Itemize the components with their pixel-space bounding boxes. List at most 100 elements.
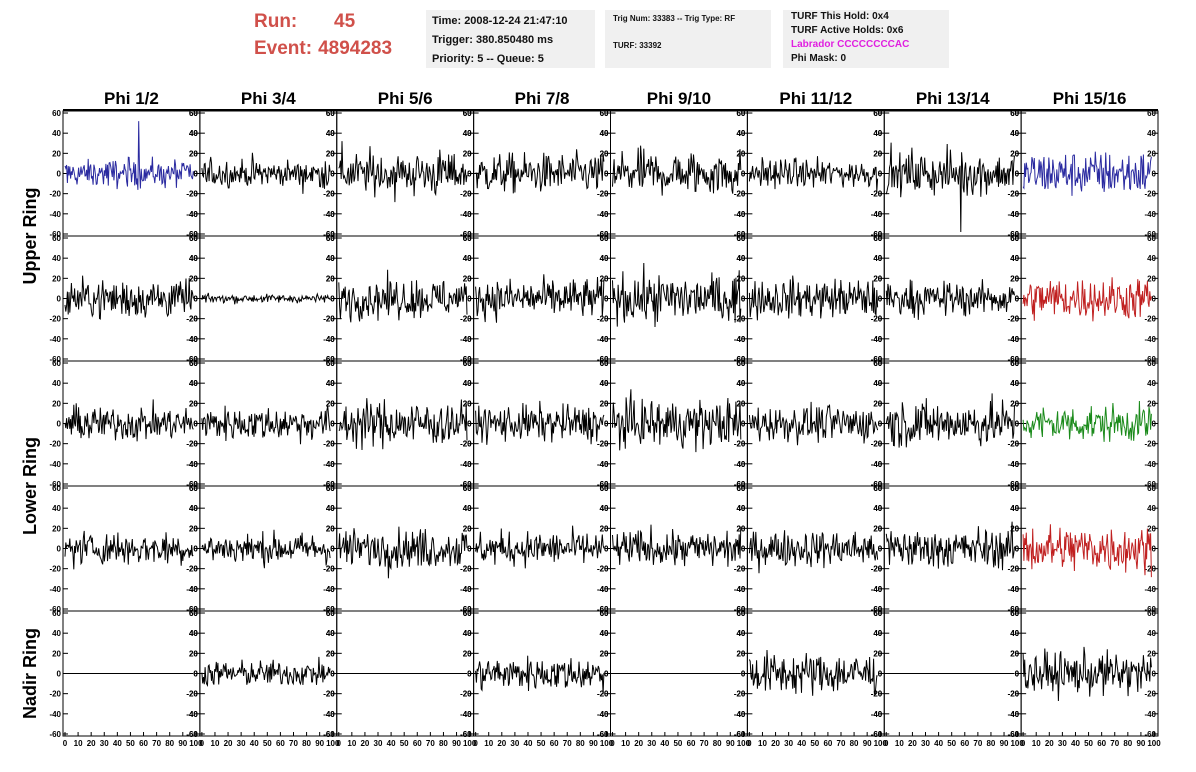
y-tick-label-right: 60 [1147,484,1156,493]
y-tick-label-right: -60 [871,355,883,364]
y-tick-label-right: -60 [1008,605,1020,614]
y-tick-label-left: 40 [463,129,472,138]
waveform-trace [612,524,742,567]
x-tick-label: 40 [524,739,533,748]
y-tick-label-right: -40 [460,335,472,344]
y-tick-label-left: -40 [49,210,61,219]
y-tick-label-left: 20 [873,649,882,658]
y-tick-label-left: 20 [189,149,198,158]
x-tick-label: 40 [113,739,122,748]
x-tick-label: 80 [302,739,311,748]
y-tick-label-left: 40 [1010,629,1019,638]
y-tick-label-left: 40 [463,629,472,638]
y-tick-label-left: 20 [736,149,745,158]
y-tick-label-right: -20 [1144,315,1156,324]
x-tick-label: 30 [647,739,656,748]
run-label: Run: [254,11,298,32]
y-tick-label-left: 20 [873,399,882,408]
x-tick-label: 20 [360,739,369,748]
y-tick-label-right: 60 [873,484,882,493]
y-tick-label-right: 0 [1152,170,1157,179]
y-tick-label-left: 20 [463,649,472,658]
y-tick-label-left: -40 [323,585,335,594]
y-tick-label-left: -40 [323,460,335,469]
x-tick-label: 50 [263,739,272,748]
y-tick-label-right: -60 [323,355,335,364]
x-tick-label: 80 [986,739,995,748]
y-tick-label-right: -20 [734,440,746,449]
y-tick-label-right: 0 [1015,170,1020,179]
y-tick-label-right: 40 [1010,504,1019,513]
y-tick-label-right: 40 [600,504,609,513]
y-tick-label-left: 20 [189,524,198,533]
y-tick-label-right: 60 [873,359,882,368]
y-tick-label-right: 60 [326,484,335,493]
y-tick-label-left: -40 [460,210,472,219]
y-tick-label-left: -60 [186,230,198,239]
x-tick-label: 50 [126,739,135,748]
y-tick-label-right: 0 [1015,545,1020,554]
waveform-trace [475,149,605,194]
x-tick-label: 70 [289,739,298,748]
y-tick-label-right: -20 [597,565,609,574]
y-tick-label-right: -20 [323,565,335,574]
y-tick-label-right: -40 [871,210,883,219]
y-tick-label-right: -20 [1008,315,1020,324]
y-tick-label-right: 20 [1010,149,1019,158]
y-tick-label-right: 40 [463,129,472,138]
x-tick-label: 20 [497,739,506,748]
y-tick-label-right: 0 [878,170,883,179]
y-tick-label-left: 60 [326,359,335,368]
y-tick-label-left: 20 [189,399,198,408]
y-tick-label-left: 0 [193,295,198,304]
y-tick-label-left: -40 [49,460,61,469]
y-tick-label-right: -60 [1144,230,1156,239]
y-tick-label-right: 20 [1147,524,1156,533]
y-tick-label-right: -20 [871,690,883,699]
x-tick-label: 100 [189,739,203,748]
y-tick-label-left: -40 [871,710,883,719]
y-tick-label-left: 40 [736,254,745,263]
y-tick-label-left: 0 [604,420,609,429]
y-tick-label-left: 20 [52,649,61,658]
waveform-trace [201,405,331,445]
waveform-trace [64,399,194,442]
y-tick-label-left: -20 [49,190,61,199]
y-tick-label-right: 60 [600,484,609,493]
y-tick-label-right: -60 [460,730,472,739]
x-tick-label: 10 [758,739,767,748]
y-tick-label-right: 20 [600,649,609,658]
y-tick-label-right: -60 [460,355,472,364]
y-tick-label-right: 0 [1015,420,1020,429]
y-tick-label-right: -60 [597,605,609,614]
y-tick-label-right: 60 [463,359,472,368]
y-tick-label-right: -60 [186,355,198,364]
y-tick-label-right: -40 [1008,585,1020,594]
y-tick-label-left: 40 [873,504,882,513]
y-tick-label-left: 60 [52,359,61,368]
x-tick-label: 40 [660,739,669,748]
y-tick-label-right: 20 [1147,149,1156,158]
y-tick-label-left: -40 [734,335,746,344]
y-tick-label-right: -20 [186,565,198,574]
time-info-box: Time: 2008-12-24 21:47:10 Trigger: 380.8… [426,10,595,68]
y-tick-label-right: 20 [873,149,882,158]
y-tick-label-right: 60 [1010,609,1019,618]
column-header: Phi 1/2 [104,89,159,108]
y-tick-label-right: 40 [326,254,335,263]
y-tick-label-right: -60 [1144,730,1156,739]
y-tick-label-left: 40 [463,504,472,513]
y-tick-label-right: -40 [734,335,746,344]
y-tick-label-right: -40 [734,460,746,469]
y-tick-label-right: 0 [604,670,609,679]
y-tick-label-left: -20 [460,315,472,324]
y-tick-label-right: -20 [460,190,472,199]
y-tick-label-left: 40 [52,379,61,388]
y-tick-label-right: 20 [600,524,609,533]
x-tick-label: 10 [74,739,83,748]
y-tick-label-left: -40 [186,460,198,469]
y-tick-label-right: -20 [323,190,335,199]
y-tick-label-right: 60 [736,359,745,368]
y-tick-label-left: 60 [52,109,61,118]
y-tick-label-left: -60 [1008,730,1020,739]
